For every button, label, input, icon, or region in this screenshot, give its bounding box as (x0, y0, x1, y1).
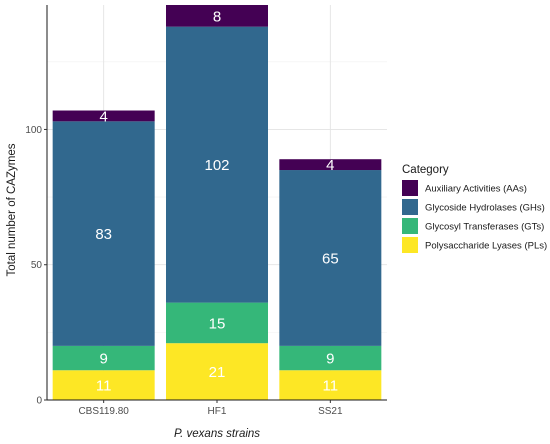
bar-value-label: 83 (95, 226, 112, 243)
legend: Category Auxiliary Activities (AAs) Glyco… (402, 164, 547, 253)
bar-value-label: 102 (204, 157, 229, 174)
bar-value-label: 4 (99, 108, 107, 125)
x-tick-label: HF1 (208, 406, 227, 417)
bar-value-label: 9 (99, 351, 107, 368)
y-tick-label: 100 (25, 125, 42, 136)
legend-title: Category (402, 164, 449, 176)
bar-segment (166, 302, 268, 344)
bar-segment (52, 121, 155, 346)
bar-value-label: 21 (209, 364, 226, 381)
bar-segment (166, 26, 268, 303)
bar-labels: 11 9 83 4 21 15 102 8 11 9 65 4 (95, 8, 338, 394)
legend-swatch (402, 218, 418, 234)
x-tick-labels: CBS119.80 HF1 SS21 (78, 400, 343, 417)
bar-value-label: 65 (322, 250, 339, 267)
bars (52, 5, 382, 400)
y-tick-labels: 0 50 100 (25, 125, 47, 407)
legend-swatch (402, 199, 418, 215)
bar-segment (166, 5, 268, 27)
x-axis-title: P. vexans strains (174, 428, 260, 440)
bar-segment (279, 370, 382, 400)
bar-segment (279, 170, 382, 346)
bar-value-label: 11 (323, 378, 339, 395)
bar-value-label: 11 (96, 378, 112, 395)
bar-value-label: 15 (209, 315, 226, 332)
legend-entry: Glycosyl Transferases (GTs) (425, 222, 544, 233)
legend-entry: Glycoside Hydrolases (GHs) (425, 203, 545, 214)
legend-swatch (402, 237, 418, 253)
y-tick-label: 50 (31, 260, 43, 271)
legend-entry: Auxiliary Activities (AAs) (425, 184, 527, 195)
legend-entry: Polysaccharide Lyases (PLs) (425, 241, 547, 252)
bar-segment (279, 159, 382, 171)
bar-segment (279, 345, 382, 371)
y-tick-label: 0 (36, 396, 42, 407)
bar-value-label: 8 (213, 8, 221, 25)
bar-value-label: 9 (326, 351, 334, 368)
bar-segment (52, 370, 155, 400)
x-tick-label: CBS119.80 (78, 406, 129, 417)
bar-segment (52, 110, 155, 122)
bar-value-label: 4 (326, 157, 334, 174)
x-tick-label: SS21 (318, 406, 343, 417)
bar-segment (166, 343, 268, 400)
bar-segment (52, 345, 155, 371)
legend-swatch (402, 180, 418, 196)
y-axis-title: Total number of CAZymes (6, 143, 18, 276)
